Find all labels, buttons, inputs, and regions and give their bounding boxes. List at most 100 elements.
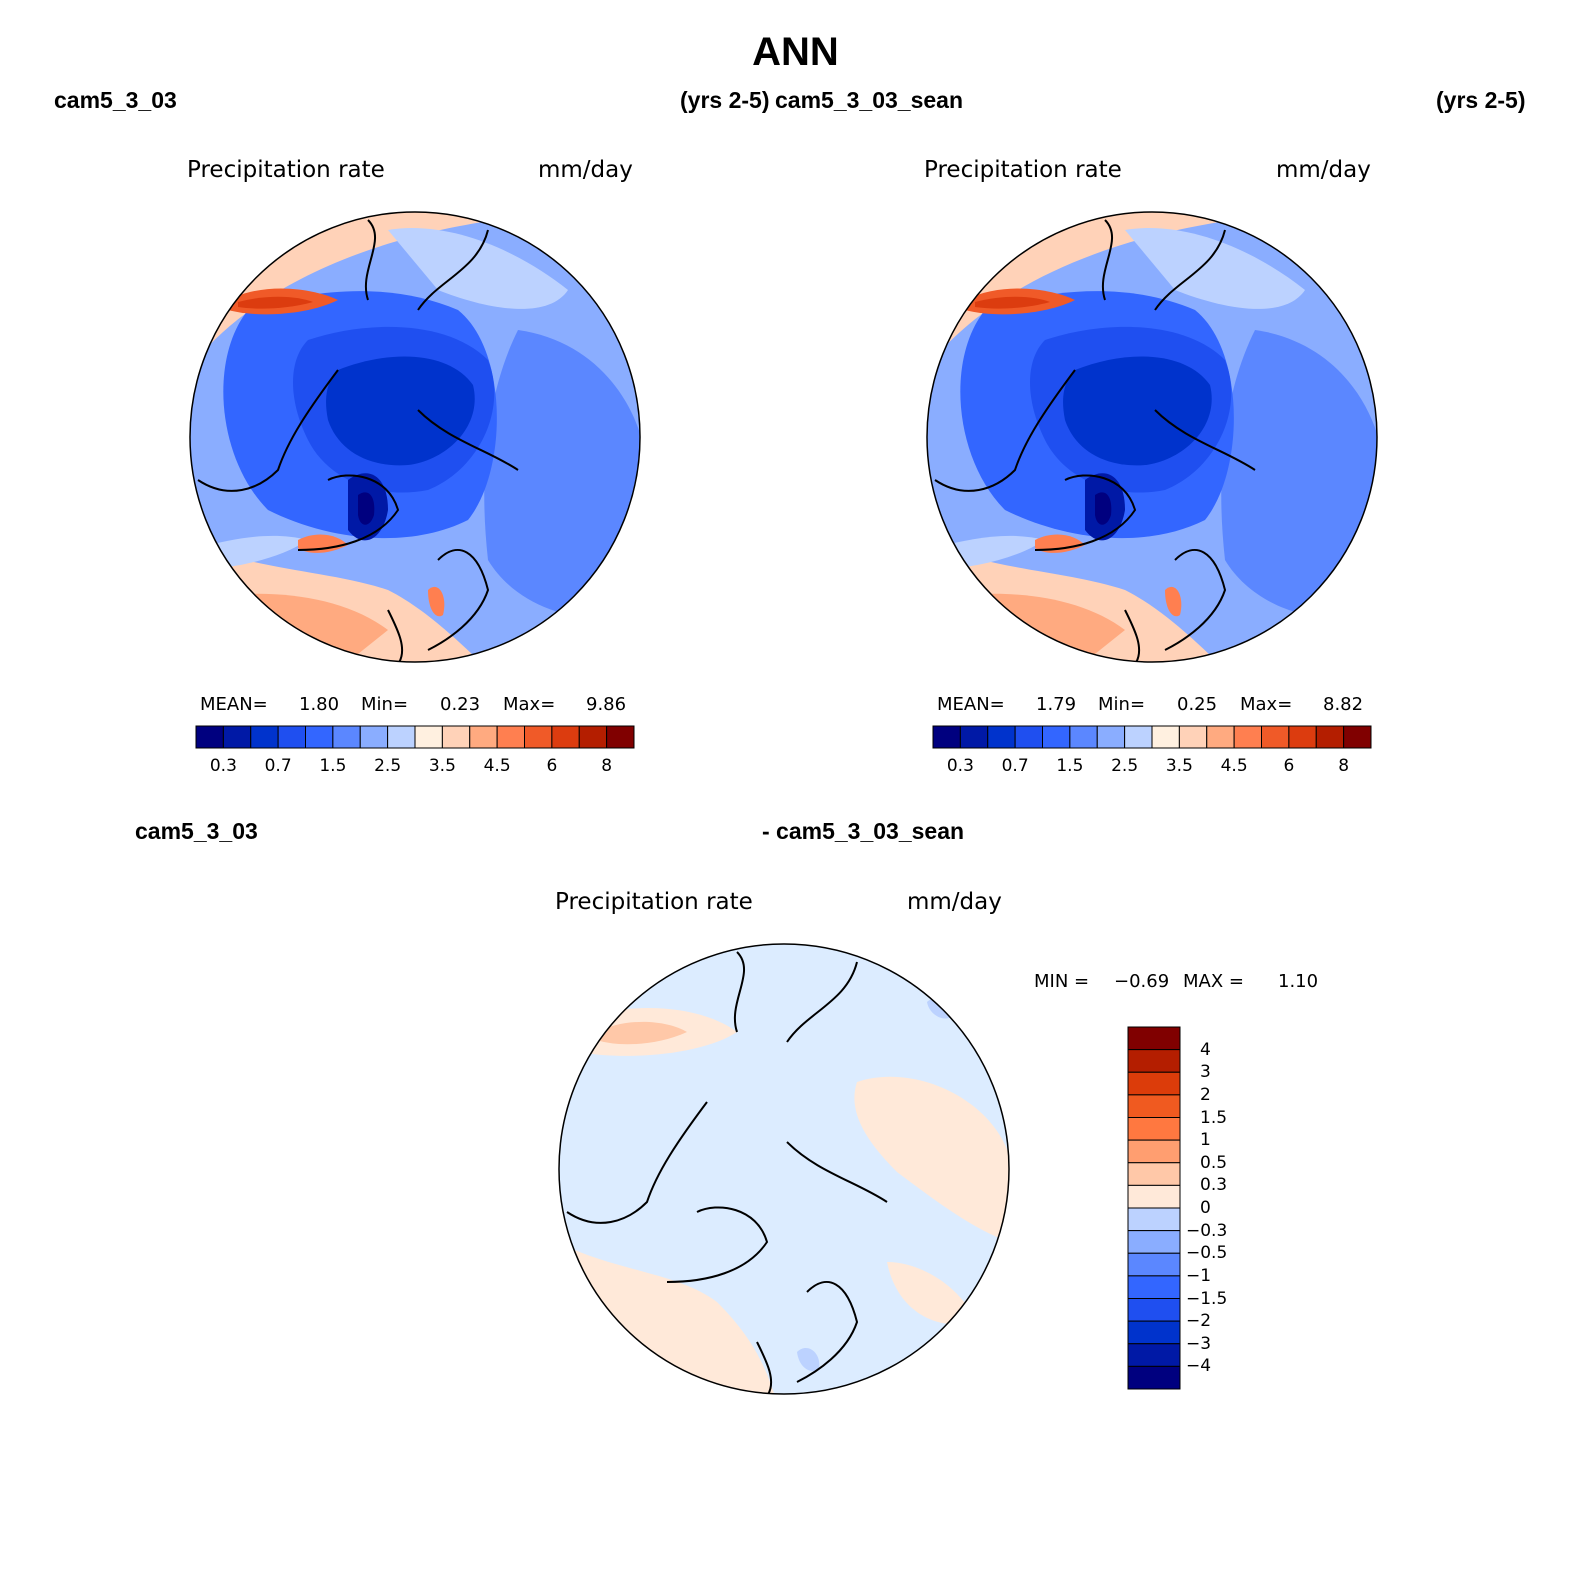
left-min-label: Min= xyxy=(361,694,409,715)
diff-case-a: cam5_3_03 xyxy=(135,818,258,844)
colorbar-tick-label: 0.7 xyxy=(1001,756,1029,776)
colorbar-tick-label: 6 xyxy=(546,756,558,776)
colorbar-box xyxy=(1127,1049,1181,1073)
diff-case-b: - cam5_3_03_sean xyxy=(762,818,965,844)
left-max-value: 9.86 xyxy=(586,694,627,715)
colorbar-tick-label: 1 xyxy=(1200,1130,1211,1151)
colorbar-box xyxy=(1127,1275,1181,1299)
colorbar-tick-label: 8 xyxy=(601,756,613,776)
field-pacific-storm xyxy=(597,1021,687,1045)
colorbar-tick-label: 0.3 xyxy=(946,756,974,776)
colorbar-tick-label: −4 xyxy=(1186,1356,1212,1377)
colorbar-tick-label: −1 xyxy=(1186,1265,1212,1286)
diff-polar-map xyxy=(558,943,1010,1395)
right-mean-value: 1.79 xyxy=(1036,694,1077,715)
colorbar-box xyxy=(1315,725,1345,749)
right-mean-label: MEAN= xyxy=(937,694,1005,715)
colorbar-box xyxy=(469,725,498,749)
left-max-label: Max= xyxy=(503,694,556,715)
diff-max-label: MAX = xyxy=(1183,971,1244,992)
colorbar-box xyxy=(1127,1071,1181,1096)
field-siberia-light xyxy=(388,228,568,309)
colorbar-tick-label: 0.5 xyxy=(1200,1152,1228,1173)
colorbar-box xyxy=(551,725,580,749)
diff-max-value: 1.10 xyxy=(1278,971,1319,992)
right-years: (yrs 2-5) xyxy=(1436,87,1526,113)
colorbar-box xyxy=(1178,725,1208,749)
right-case-name: cam5_3_03_sean xyxy=(775,87,963,113)
left-units-label: mm/day xyxy=(538,157,633,183)
field-arctic-core xyxy=(326,356,475,466)
colorbar-box xyxy=(441,725,471,749)
colorbar-box xyxy=(606,725,635,749)
colorbar-tick-label: 0.3 xyxy=(209,756,237,776)
colorbar-tick-label: 2.5 xyxy=(1111,756,1139,776)
colorbar-box xyxy=(359,725,389,749)
colorbar-box xyxy=(414,725,443,749)
colorbar-box xyxy=(1127,1365,1181,1390)
left-mean-value: 1.80 xyxy=(299,694,340,715)
diff-min-label: MIN = xyxy=(1034,971,1090,992)
colorbar-box xyxy=(1127,1298,1181,1322)
diff-colorbar xyxy=(1127,1026,1181,1390)
field-gulf-stream xyxy=(298,534,348,553)
right-polar-map xyxy=(926,211,1378,663)
colorbar-tick-label: 2 xyxy=(1200,1084,1211,1105)
field-greenland-min xyxy=(1095,492,1112,525)
colorbar-box xyxy=(387,725,416,749)
left-mean-label: MEAN= xyxy=(200,694,268,715)
colorbar-tick-label: 4.5 xyxy=(1220,756,1248,776)
field-siberia-light xyxy=(1125,228,1305,309)
right-min-label: Min= xyxy=(1098,694,1146,715)
field-arctic-core xyxy=(1063,356,1212,466)
colorbar-box xyxy=(1233,725,1262,749)
colorbar-tick-label: 0.3 xyxy=(1200,1175,1228,1196)
left-colorbar xyxy=(195,725,635,749)
colorbar-tick-label: −0.5 xyxy=(1186,1243,1228,1264)
colorbar-tick-label: 4 xyxy=(1200,1039,1211,1060)
colorbar-box xyxy=(195,725,224,749)
colorbar-box xyxy=(524,725,553,749)
field-pacific-storm-core xyxy=(238,296,313,309)
colorbar-box xyxy=(1127,1207,1181,1232)
field-norway-coast xyxy=(428,586,445,617)
right-variable-label: Precipitation rate xyxy=(924,157,1122,183)
field-eurasia-mid xyxy=(484,330,640,618)
map-boundary xyxy=(926,211,1378,663)
left-case-name: cam5_3_03 xyxy=(54,87,177,113)
colorbar-box xyxy=(496,725,525,749)
colorbar-box xyxy=(1069,725,1098,749)
colorbar-box xyxy=(987,725,1016,749)
colorbar-tick-label: −1.5 xyxy=(1186,1288,1228,1309)
right-min-value: 0.25 xyxy=(1177,694,1218,715)
field-eurasia-mid xyxy=(1221,330,1377,618)
colorbar-box xyxy=(1127,1230,1181,1254)
coastlines xyxy=(197,219,519,662)
colorbar-box xyxy=(277,725,306,749)
diff-units-label: mm/day xyxy=(907,889,1002,915)
colorbar-box xyxy=(1127,1026,1181,1051)
colorbar-box xyxy=(1127,1184,1181,1209)
colorbar-box xyxy=(1127,1162,1181,1186)
colorbar-box xyxy=(932,725,961,749)
colorbar-box xyxy=(1042,725,1071,749)
colorbar-tick-label: 8 xyxy=(1338,756,1350,776)
field-norway-negative xyxy=(797,1348,820,1372)
field-greenland-min xyxy=(358,492,375,525)
colorbar-box xyxy=(1127,1343,1181,1367)
left-years: (yrs 2-5) xyxy=(680,87,770,113)
map-boundary xyxy=(189,211,641,663)
colorbar-tick-label: 0 xyxy=(1200,1198,1211,1218)
field-pacific-storm-core xyxy=(975,296,1050,309)
left-polar-map xyxy=(189,211,641,663)
colorbar-box xyxy=(305,725,334,749)
colorbar-box xyxy=(1127,1139,1181,1164)
right-colorbar xyxy=(932,725,1372,749)
colorbar-box xyxy=(959,725,989,749)
colorbar-box xyxy=(1124,725,1153,749)
colorbar-tick-label: 0.7 xyxy=(264,756,292,776)
colorbar-tick-label: 2.5 xyxy=(374,756,402,776)
colorbar-tick-label: 1.5 xyxy=(1056,756,1084,776)
colorbar-tick-label: 6 xyxy=(1283,756,1295,776)
colorbar-tick-label: −3 xyxy=(1186,1333,1212,1354)
